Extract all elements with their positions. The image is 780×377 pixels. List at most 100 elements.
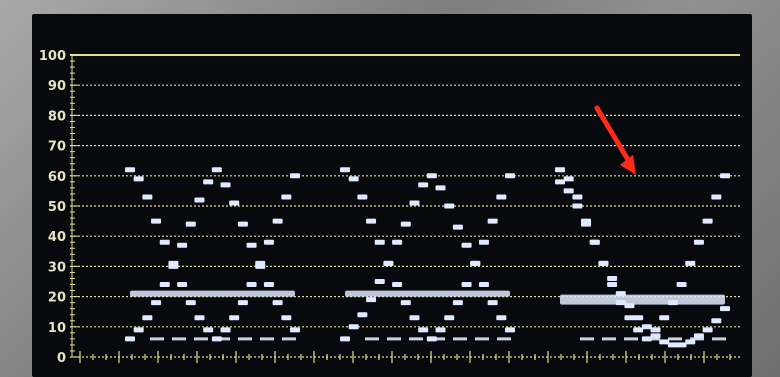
luma-band — [560, 294, 725, 305]
trace-mark — [281, 315, 292, 321]
trace-mark — [572, 194, 583, 200]
trace-mark — [702, 327, 713, 333]
trace-mark — [580, 337, 594, 341]
trace-mark — [409, 315, 420, 321]
trace-mark — [260, 337, 274, 341]
trace-mark — [431, 337, 445, 341]
trace-mark — [496, 194, 507, 200]
trace-mark — [357, 194, 368, 200]
red-arrow-annotation — [594, 105, 636, 175]
trace-mark — [667, 300, 678, 306]
trace-mark — [272, 218, 283, 224]
trace-mark — [624, 303, 635, 309]
trace-mark — [667, 342, 678, 348]
trace-mark — [475, 337, 489, 341]
trace-mark — [685, 339, 696, 345]
trace-mark — [168, 260, 179, 266]
trace-mark — [203, 327, 214, 333]
trace-mark — [366, 218, 377, 224]
trace-mark — [194, 197, 205, 203]
trace-mark — [263, 282, 274, 288]
trace-mark — [453, 337, 467, 341]
trace-mark — [435, 185, 446, 191]
trace-mark — [366, 297, 377, 303]
ire-label: 50 — [48, 200, 66, 215]
trace-mark — [290, 173, 300, 179]
trace-mark — [676, 282, 687, 288]
trace-mark — [487, 300, 498, 306]
trace-mark — [624, 337, 638, 341]
trace-mark — [133, 327, 144, 333]
trace-mark — [387, 337, 401, 341]
trace-mark — [125, 167, 135, 173]
trace-mark — [409, 337, 423, 341]
waveform-traces — [125, 167, 730, 348]
trace-mark — [685, 260, 696, 266]
trace-mark — [281, 194, 292, 200]
trace-mark — [400, 300, 411, 306]
trace-mark — [159, 282, 170, 288]
trace-mark — [400, 221, 411, 227]
trace-mark — [418, 182, 429, 188]
trace-mark — [452, 224, 463, 230]
ire-label: 70 — [48, 140, 66, 155]
trace-mark — [185, 221, 196, 227]
trace-mark — [444, 315, 455, 321]
trace-mark — [142, 315, 153, 321]
trace-mark — [172, 337, 186, 341]
ire-label: 30 — [48, 260, 66, 275]
trace-mark — [211, 167, 222, 173]
trace-mark — [607, 282, 618, 288]
trace-mark — [505, 173, 515, 179]
trace-mark — [272, 300, 283, 306]
trace-mark — [720, 306, 730, 312]
trace-mark — [290, 327, 300, 333]
trace-mark — [435, 327, 446, 333]
ire-label: 0 — [57, 351, 66, 366]
trace-mark — [392, 239, 403, 245]
trace-mark — [607, 275, 618, 281]
trace-mark — [177, 282, 188, 288]
trace-mark — [659, 339, 670, 345]
trace-mark — [702, 218, 713, 224]
trace-mark — [229, 200, 240, 206]
trace-mark — [159, 239, 170, 245]
trace-panel-1 — [125, 167, 300, 342]
trace-mark — [452, 300, 463, 306]
trace-mark — [676, 342, 687, 348]
trace-mark — [711, 194, 722, 200]
trace-mark — [357, 312, 368, 318]
trace-mark — [646, 337, 660, 341]
trace-mark — [487, 218, 498, 224]
trace-mark — [229, 315, 240, 321]
ire-label: 40 — [48, 230, 66, 245]
trace-mark — [589, 239, 600, 245]
trace-mark — [194, 337, 208, 341]
trace-mark — [409, 200, 420, 206]
trace-mark — [668, 337, 682, 341]
trace-mark — [641, 324, 652, 330]
trace-mark — [581, 218, 592, 224]
trace-mark — [246, 242, 257, 248]
trace-mark — [374, 279, 385, 284]
trace-mark — [563, 188, 574, 194]
trace-mark — [693, 333, 704, 339]
trace-mark — [690, 337, 704, 341]
trace-mark — [555, 179, 565, 185]
trace-mark — [478, 239, 489, 245]
trace-mark — [142, 194, 153, 200]
trace-mark — [572, 203, 583, 209]
trace-mark — [659, 315, 670, 321]
trace-mark — [216, 337, 230, 341]
graticule — [70, 54, 740, 363]
trace-mark — [203, 179, 214, 185]
trace-mark — [461, 242, 472, 248]
trace-mark — [185, 300, 196, 306]
trace-mark — [505, 327, 515, 333]
trace-mark — [478, 282, 489, 288]
trace-mark — [238, 337, 252, 341]
trace-mark — [650, 333, 661, 339]
trace-mark — [255, 260, 266, 266]
trace-mark — [633, 315, 644, 321]
